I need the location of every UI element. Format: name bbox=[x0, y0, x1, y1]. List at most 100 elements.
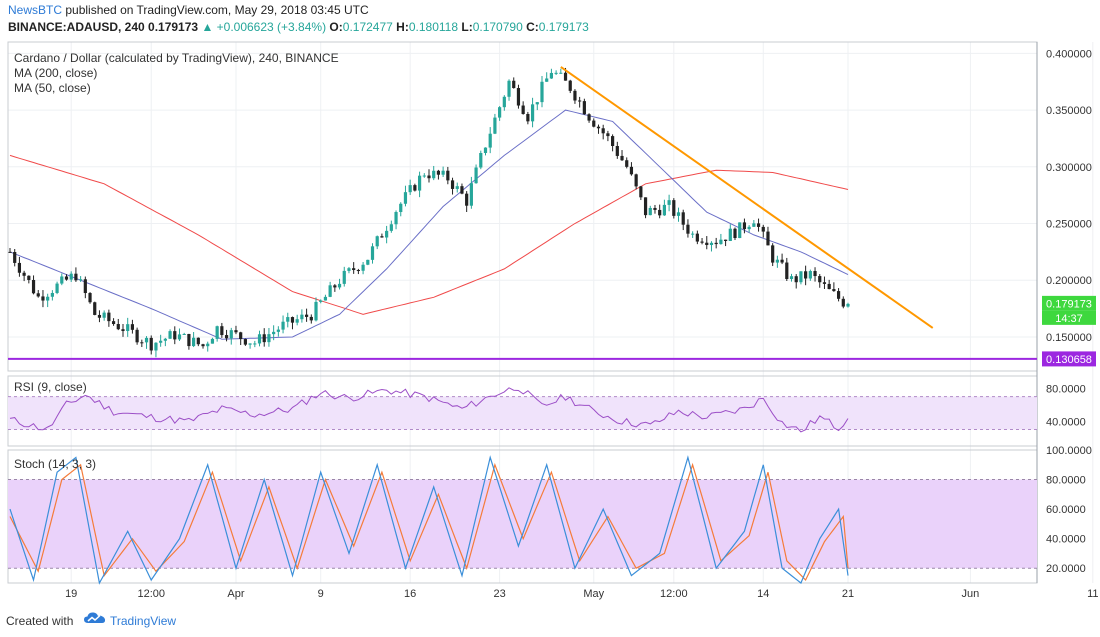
rsi-band bbox=[8, 396, 1037, 430]
candle-body bbox=[328, 285, 332, 297]
candle bbox=[262, 328, 266, 347]
candle-body bbox=[794, 276, 798, 283]
candle bbox=[102, 310, 106, 321]
tradingview-brand[interactable]: TradingView bbox=[110, 614, 177, 628]
candle-body bbox=[813, 271, 817, 277]
publisher-name[interactable]: NewsBTC bbox=[8, 3, 63, 17]
candle bbox=[79, 276, 83, 282]
candle bbox=[135, 327, 139, 345]
high-label: H: bbox=[396, 20, 409, 34]
candle bbox=[337, 278, 342, 290]
stoch-d-line bbox=[9, 462, 849, 582]
candle-body bbox=[709, 242, 714, 246]
candle bbox=[276, 326, 280, 337]
candle-body bbox=[662, 204, 666, 216]
close-value: 0.179173 bbox=[538, 20, 589, 34]
rsi-tick-label: 80.0000 bbox=[1046, 383, 1086, 395]
candle bbox=[709, 241, 714, 252]
candle bbox=[210, 337, 215, 344]
stoch-tick-label: 60.0000 bbox=[1046, 504, 1086, 516]
candle bbox=[672, 198, 676, 219]
price-axis[interactable]: 0.150000 0.200000 0.250000 0.300000 0.350000… bbox=[1046, 48, 1092, 575]
candle bbox=[512, 77, 516, 89]
ma50-legend: MA (50, close) bbox=[14, 81, 91, 95]
candle-body bbox=[389, 224, 393, 231]
candle bbox=[159, 334, 163, 347]
candle bbox=[596, 124, 601, 134]
time-axis[interactable]: 19 12:00 Apr 9 16 23 May 12:00 14 21 Jun 11 bbox=[65, 588, 1098, 600]
candle bbox=[601, 124, 605, 140]
candle-body bbox=[427, 175, 431, 179]
candle-body bbox=[507, 80, 511, 97]
candle-body bbox=[356, 270, 360, 272]
candle bbox=[55, 281, 59, 295]
candle-body bbox=[634, 174, 638, 187]
candle bbox=[177, 328, 182, 341]
candle-body bbox=[620, 155, 624, 161]
chart-canvas[interactable]: 0.150000 0.200000 0.250000 0.300000 0.350000… bbox=[0, 38, 1100, 602]
candle-body bbox=[596, 126, 601, 129]
candle-body bbox=[530, 104, 535, 122]
candle-body bbox=[375, 236, 379, 247]
high-value: 0.180118 bbox=[408, 20, 459, 34]
candle bbox=[818, 274, 822, 288]
candle bbox=[342, 266, 346, 287]
candle bbox=[804, 265, 808, 286]
stoch-pane[interactable] bbox=[8, 455, 1037, 585]
candle bbox=[168, 329, 172, 339]
candle-body bbox=[408, 185, 412, 193]
candle-body bbox=[314, 301, 318, 321]
candle bbox=[507, 79, 511, 101]
chart-header: NewsBTC published on TradingView.com, Ma… bbox=[0, 0, 1100, 38]
candle-body bbox=[540, 81, 544, 103]
candle bbox=[643, 197, 648, 219]
candle-body bbox=[653, 207, 657, 210]
price-tick-label: 0.350000 bbox=[1046, 105, 1092, 117]
candle-body bbox=[403, 192, 408, 204]
candle-body bbox=[479, 152, 483, 168]
candle-body bbox=[140, 342, 144, 344]
candle-body bbox=[625, 160, 629, 167]
candle bbox=[257, 330, 262, 347]
candle-body bbox=[521, 105, 525, 114]
candle-body bbox=[771, 245, 775, 263]
candle bbox=[822, 276, 827, 290]
time-tick-label: 21 bbox=[842, 588, 854, 600]
price-pane[interactable] bbox=[8, 66, 1037, 360]
candle-body bbox=[686, 224, 690, 234]
candle-body bbox=[253, 343, 257, 345]
pane-border bbox=[7, 41, 1038, 372]
candle-body bbox=[676, 212, 681, 216]
candle bbox=[846, 302, 850, 308]
footer: Created with TradingView bbox=[0, 602, 1100, 637]
candle bbox=[239, 331, 243, 346]
candle-body bbox=[46, 296, 50, 301]
candle bbox=[738, 222, 742, 239]
candle bbox=[366, 259, 370, 266]
candle-body bbox=[399, 203, 403, 213]
candle bbox=[328, 281, 332, 298]
candle bbox=[794, 274, 798, 289]
candle bbox=[530, 97, 535, 128]
candle bbox=[319, 299, 323, 304]
candle-body bbox=[695, 233, 699, 242]
candle bbox=[450, 177, 455, 195]
trendline[interactable] bbox=[560, 66, 934, 329]
candle-body bbox=[229, 330, 233, 339]
candle-body bbox=[272, 331, 276, 335]
candle-body bbox=[74, 273, 78, 281]
candle-body bbox=[747, 226, 751, 230]
tradingview-cloud-icon[interactable] bbox=[84, 611, 106, 625]
candle bbox=[64, 274, 69, 281]
candle-body bbox=[606, 133, 610, 137]
open-value: 0.172477 bbox=[342, 20, 393, 34]
candle-body bbox=[465, 193, 469, 206]
candle bbox=[545, 72, 549, 82]
candle-body bbox=[526, 113, 530, 122]
candle-body bbox=[60, 276, 64, 284]
candle-body bbox=[182, 333, 186, 335]
rsi-pane[interactable] bbox=[8, 387, 1037, 433]
candle bbox=[74, 267, 78, 282]
candle bbox=[224, 329, 229, 342]
candle-body bbox=[700, 241, 704, 243]
